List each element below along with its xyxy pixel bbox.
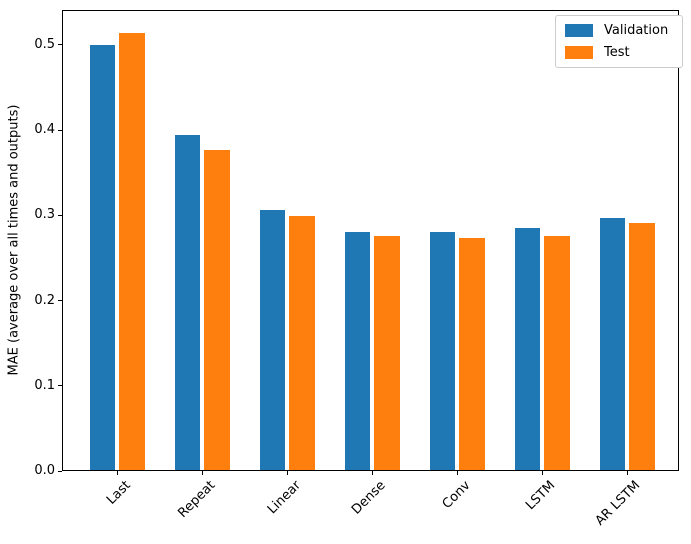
y-tick-label: 0.5 [34, 36, 55, 52]
y-tick-mark [58, 385, 62, 387]
x-tick-mark [541, 471, 543, 475]
legend-swatch-validation [565, 24, 593, 37]
x-tick-label-linear: Linear [264, 478, 304, 518]
bar-test-repeat [204, 150, 230, 470]
legend-label: Test [604, 45, 630, 60]
bar-test-lstm [544, 236, 570, 470]
y-tick-mark [58, 44, 62, 46]
x-tick-label-ar-lstm: AR LSTM [592, 478, 644, 529]
legend-item-validation: Validation [565, 23, 673, 38]
bar-test-linear [289, 216, 315, 470]
y-tick-mark [58, 129, 62, 131]
y-axis-label: MAE (average over all times and outputs) [6, 104, 22, 376]
x-tick-label-conv: Conv [439, 478, 474, 512]
x-tick-mark [116, 471, 118, 475]
bar-validation-lstm [514, 228, 540, 470]
bar-test-conv [459, 238, 485, 470]
x-tick-label-repeat: Repeat [175, 478, 219, 521]
bar-validation-linear [259, 210, 285, 470]
bar-validation-ar-lstm [599, 218, 625, 470]
bar-validation-repeat [174, 135, 200, 470]
x-tick-label-last: Last [103, 478, 134, 508]
legend-label: Validation [604, 23, 669, 38]
x-tick-mark [626, 471, 628, 475]
legend-item-test: Test [565, 45, 673, 60]
y-tick-label: 0.3 [34, 207, 55, 223]
y-tick-label: 0.2 [34, 292, 55, 308]
y-tick-label: 0.1 [34, 377, 55, 393]
bar-validation-dense [344, 232, 370, 470]
x-tick-label-lstm: LSTM [523, 478, 559, 514]
x-tick-label-dense: Dense [348, 478, 389, 518]
bar-validation-last [89, 45, 115, 470]
y-tick-label: 0.4 [34, 122, 55, 138]
y-tick-mark [58, 214, 62, 216]
bar-validation-conv [429, 232, 455, 470]
y-tick-label: 0.0 [34, 463, 55, 478]
legend: Validation Test [555, 15, 683, 68]
bar-test-ar-lstm [629, 223, 655, 470]
plot-area [62, 10, 679, 471]
x-tick-mark [286, 471, 288, 475]
y-tick-mark [58, 300, 62, 302]
legend-swatch-test [565, 46, 593, 59]
x-tick-mark [201, 471, 203, 475]
x-tick-mark [371, 471, 373, 475]
bar-test-dense [374, 236, 400, 470]
bar-test-last [119, 33, 145, 470]
x-tick-mark [456, 471, 458, 475]
y-tick-mark [58, 470, 62, 472]
